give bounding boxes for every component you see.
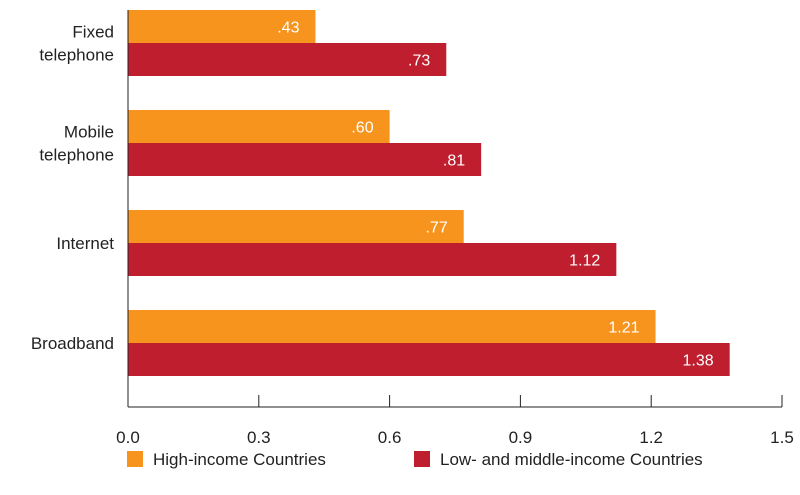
bar-value-label: .43 [277, 20, 299, 37]
bar-value-label: 1.21 [608, 320, 639, 337]
bar-value-label: .77 [425, 220, 447, 237]
legend-label-low-middle-income: Low- and middle-income Countries [440, 450, 703, 469]
category-label: telephone [39, 146, 114, 165]
bar-value-label: 1.38 [683, 353, 714, 370]
x-tick-label: 0.3 [247, 428, 271, 447]
category-label: telephone [39, 46, 114, 65]
bar-value-label: 1.12 [569, 253, 600, 270]
bar-low-middle-income-1 [128, 143, 482, 176]
bar-value-label: .60 [351, 120, 373, 137]
bar-high-income-3 [128, 310, 656, 343]
bar-low-middle-income-2 [128, 243, 617, 276]
legend-swatch-low-middle-income [414, 451, 430, 467]
x-tick-label: 1.2 [639, 428, 663, 447]
x-tick-label: 1.5 [770, 428, 794, 447]
x-tick-label: 0.9 [509, 428, 533, 447]
bar-low-middle-income-3 [128, 343, 730, 376]
bar-high-income-2 [128, 210, 464, 243]
bar-high-income-0 [128, 10, 316, 43]
x-tick-label: 0.6 [378, 428, 402, 447]
legend-label-high-income: High-income Countries [153, 450, 326, 469]
bar-value-label: .73 [408, 53, 430, 70]
category-label: Fixed [72, 23, 114, 42]
x-tick-label: 0.0 [116, 428, 140, 447]
bar-high-income-1 [128, 110, 390, 143]
category-label: Internet [56, 234, 114, 253]
category-label: Mobile [64, 123, 114, 142]
bar-low-middle-income-0 [128, 43, 447, 76]
bar-value-label: .81 [443, 153, 465, 170]
category-label: Broadband [31, 334, 114, 353]
legend-swatch-high-income [127, 451, 143, 467]
